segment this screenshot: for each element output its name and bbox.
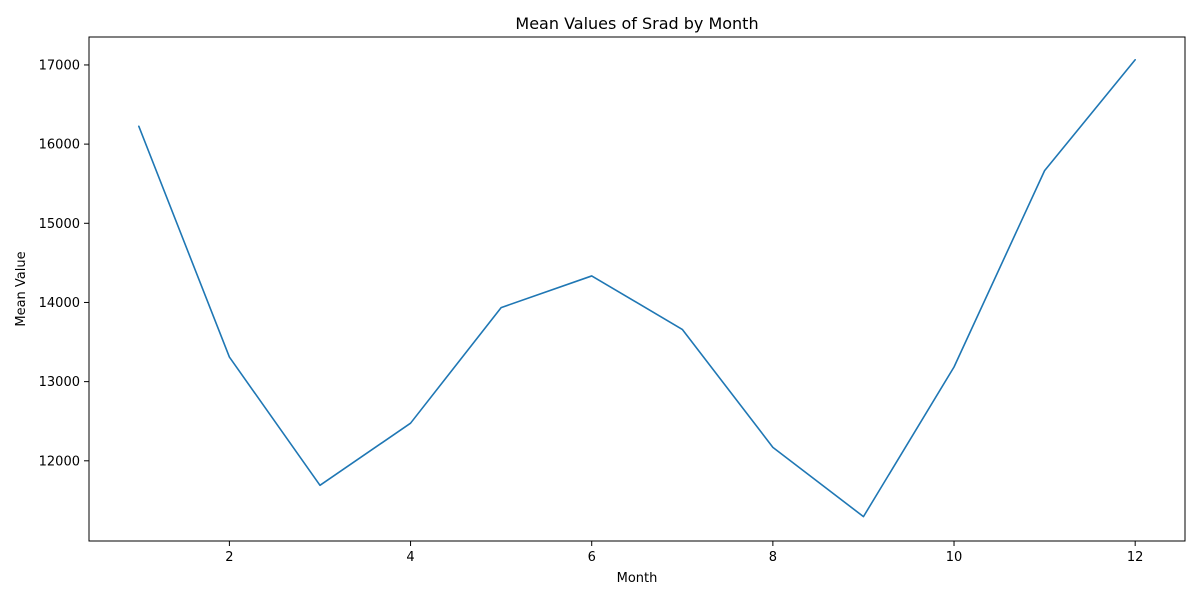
y-tick-label: 14000 <box>39 296 80 311</box>
y-tick-label: 17000 <box>39 58 80 73</box>
plot-area-frame <box>88 36 1186 542</box>
y-axis: 12000 13000 14000 15000 16000 17000 <box>39 58 89 469</box>
x-axis-label: Month <box>617 571 658 586</box>
x-tick-label: 6 <box>588 550 596 565</box>
y-axis-label: Mean Value <box>14 251 29 326</box>
y-tick-label: 12000 <box>39 454 80 469</box>
x-tick-label: 2 <box>225 550 233 565</box>
x-axis: 2 4 6 8 10 12 <box>225 541 1143 565</box>
x-tick-label: 10 <box>946 550 963 565</box>
y-tick-label: 15000 <box>39 217 80 232</box>
chart-title: Mean Values of Srad by Month <box>515 14 758 33</box>
y-tick-label: 16000 <box>39 138 80 153</box>
x-tick-label: 4 <box>406 550 414 565</box>
x-tick-label: 8 <box>769 550 777 565</box>
x-tick-label: 12 <box>1127 550 1144 565</box>
series-layer <box>138 58 1136 518</box>
y-tick-label: 13000 <box>39 375 80 390</box>
series-line-1 <box>138 58 1136 518</box>
